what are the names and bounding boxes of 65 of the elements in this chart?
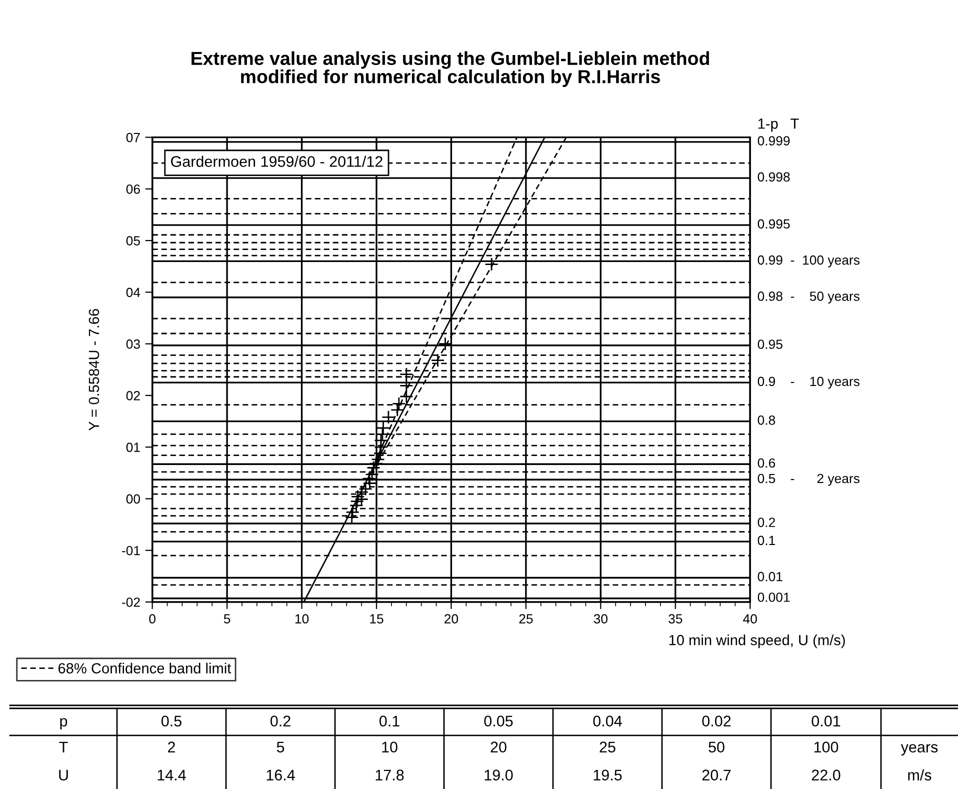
- text: 19.5: [594, 770, 622, 780]
- text: 0.998: [758, 172, 790, 182]
- text: m/s: [908, 769, 932, 780]
- y-tick-label: 04: [126, 288, 140, 298]
- text: 0.01: [812, 716, 840, 726]
- x-tick-label: 10: [295, 614, 309, 624]
- y-tick-label: -01: [122, 546, 140, 556]
- x-tick-label: 5: [224, 614, 230, 624]
- text: 50: [708, 742, 724, 752]
- text: years: [900, 744, 938, 756]
- chart-title: Extreme value analysis using the Gumbel-Lieblein method modified for numerical calculation by R.I.Harris: [192, 51, 710, 88]
- y-tick-label: 06: [126, 184, 140, 194]
- text: 22.0: [812, 770, 840, 780]
- text: 0.1: [379, 716, 400, 726]
- x-tick-label: 0: [149, 614, 156, 624]
- y-tick-label: 00: [126, 494, 140, 504]
- x-axis-title: 10 min wind speed, U (m/s): [669, 634, 845, 648]
- legend-label: 68% Confidence band limit: [58, 662, 232, 674]
- y-tick-label: 01: [126, 442, 140, 452]
- text: 0.5: [161, 716, 182, 726]
- text: 20: [490, 742, 506, 752]
- y-tick-label: 02: [126, 391, 140, 400]
- y-tick-label: 07: [126, 132, 140, 142]
- text: 5: [276, 742, 284, 752]
- text: 0.04: [593, 716, 622, 726]
- text: 14.4: [158, 770, 186, 780]
- x-tick-label: 20: [444, 614, 458, 624]
- text: 0.99 - 100 years: [758, 255, 860, 268]
- text: 0.995: [758, 219, 790, 229]
- text: 17.8: [376, 770, 404, 780]
- x-tick-label: 15: [370, 614, 384, 624]
- text: 0.02: [702, 716, 731, 726]
- y-axis-title: Y = 0.5584U - 7.66: [88, 309, 100, 431]
- text: 0.2: [270, 716, 290, 726]
- text: 0.6: [758, 458, 776, 468]
- text: 10: [382, 742, 398, 752]
- y-tick-label: 05: [126, 236, 140, 246]
- y-tick-label: 03: [126, 339, 140, 349]
- text: 0.01: [758, 572, 782, 582]
- text: T: [59, 742, 68, 752]
- x-tick-label: 40: [743, 614, 757, 624]
- x-tick-label: 35: [668, 614, 682, 624]
- text: 0.001: [758, 592, 790, 602]
- x-tick-label: 25: [519, 614, 533, 624]
- text: p: [60, 718, 68, 730]
- text: 25: [600, 742, 616, 752]
- text: 20.7: [702, 770, 731, 780]
- text: 0.98 - 50 years: [758, 292, 860, 304]
- text: 19.0: [484, 770, 513, 780]
- text: 0.1: [758, 536, 775, 546]
- text: 0.05: [484, 716, 513, 726]
- y-tick-label: -02: [122, 598, 140, 607]
- text: U: [59, 770, 68, 780]
- text: 0.95: [758, 340, 782, 349]
- text: 0.999: [758, 136, 790, 146]
- text: 0.8: [758, 415, 776, 425]
- text: 1-p T: [758, 118, 799, 132]
- text: 100: [814, 742, 838, 752]
- x-tick-label: 30: [594, 614, 608, 624]
- text: 0.9 - 10 years: [758, 376, 860, 389]
- text: 16.4: [266, 770, 295, 780]
- annotation: Gardermoen 1959/60 - 2011/12: [171, 156, 382, 167]
- text: 0.2: [758, 518, 775, 528]
- text: 0.5 - 2 years: [758, 474, 860, 486]
- text: 2: [168, 742, 175, 752]
